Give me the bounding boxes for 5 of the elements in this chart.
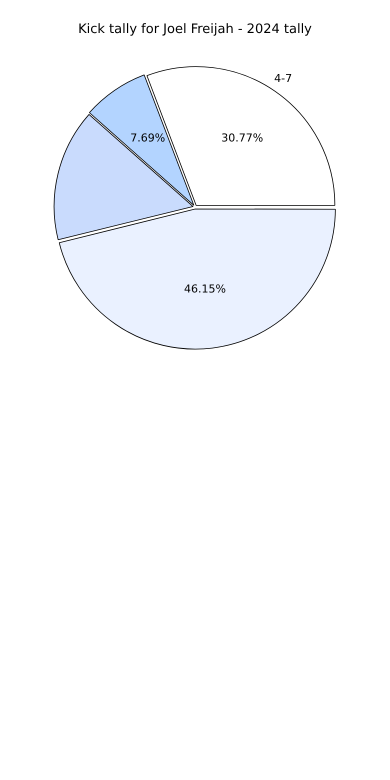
slice-label: 4-7 [274,72,292,86]
data-label: 46.15% [184,282,226,296]
data-label: 7.69% [130,131,166,144]
chart-title: Kick tally for Joel Freijah - 2024 tally [77,22,313,39]
data-label: 30.77% [221,131,264,144]
